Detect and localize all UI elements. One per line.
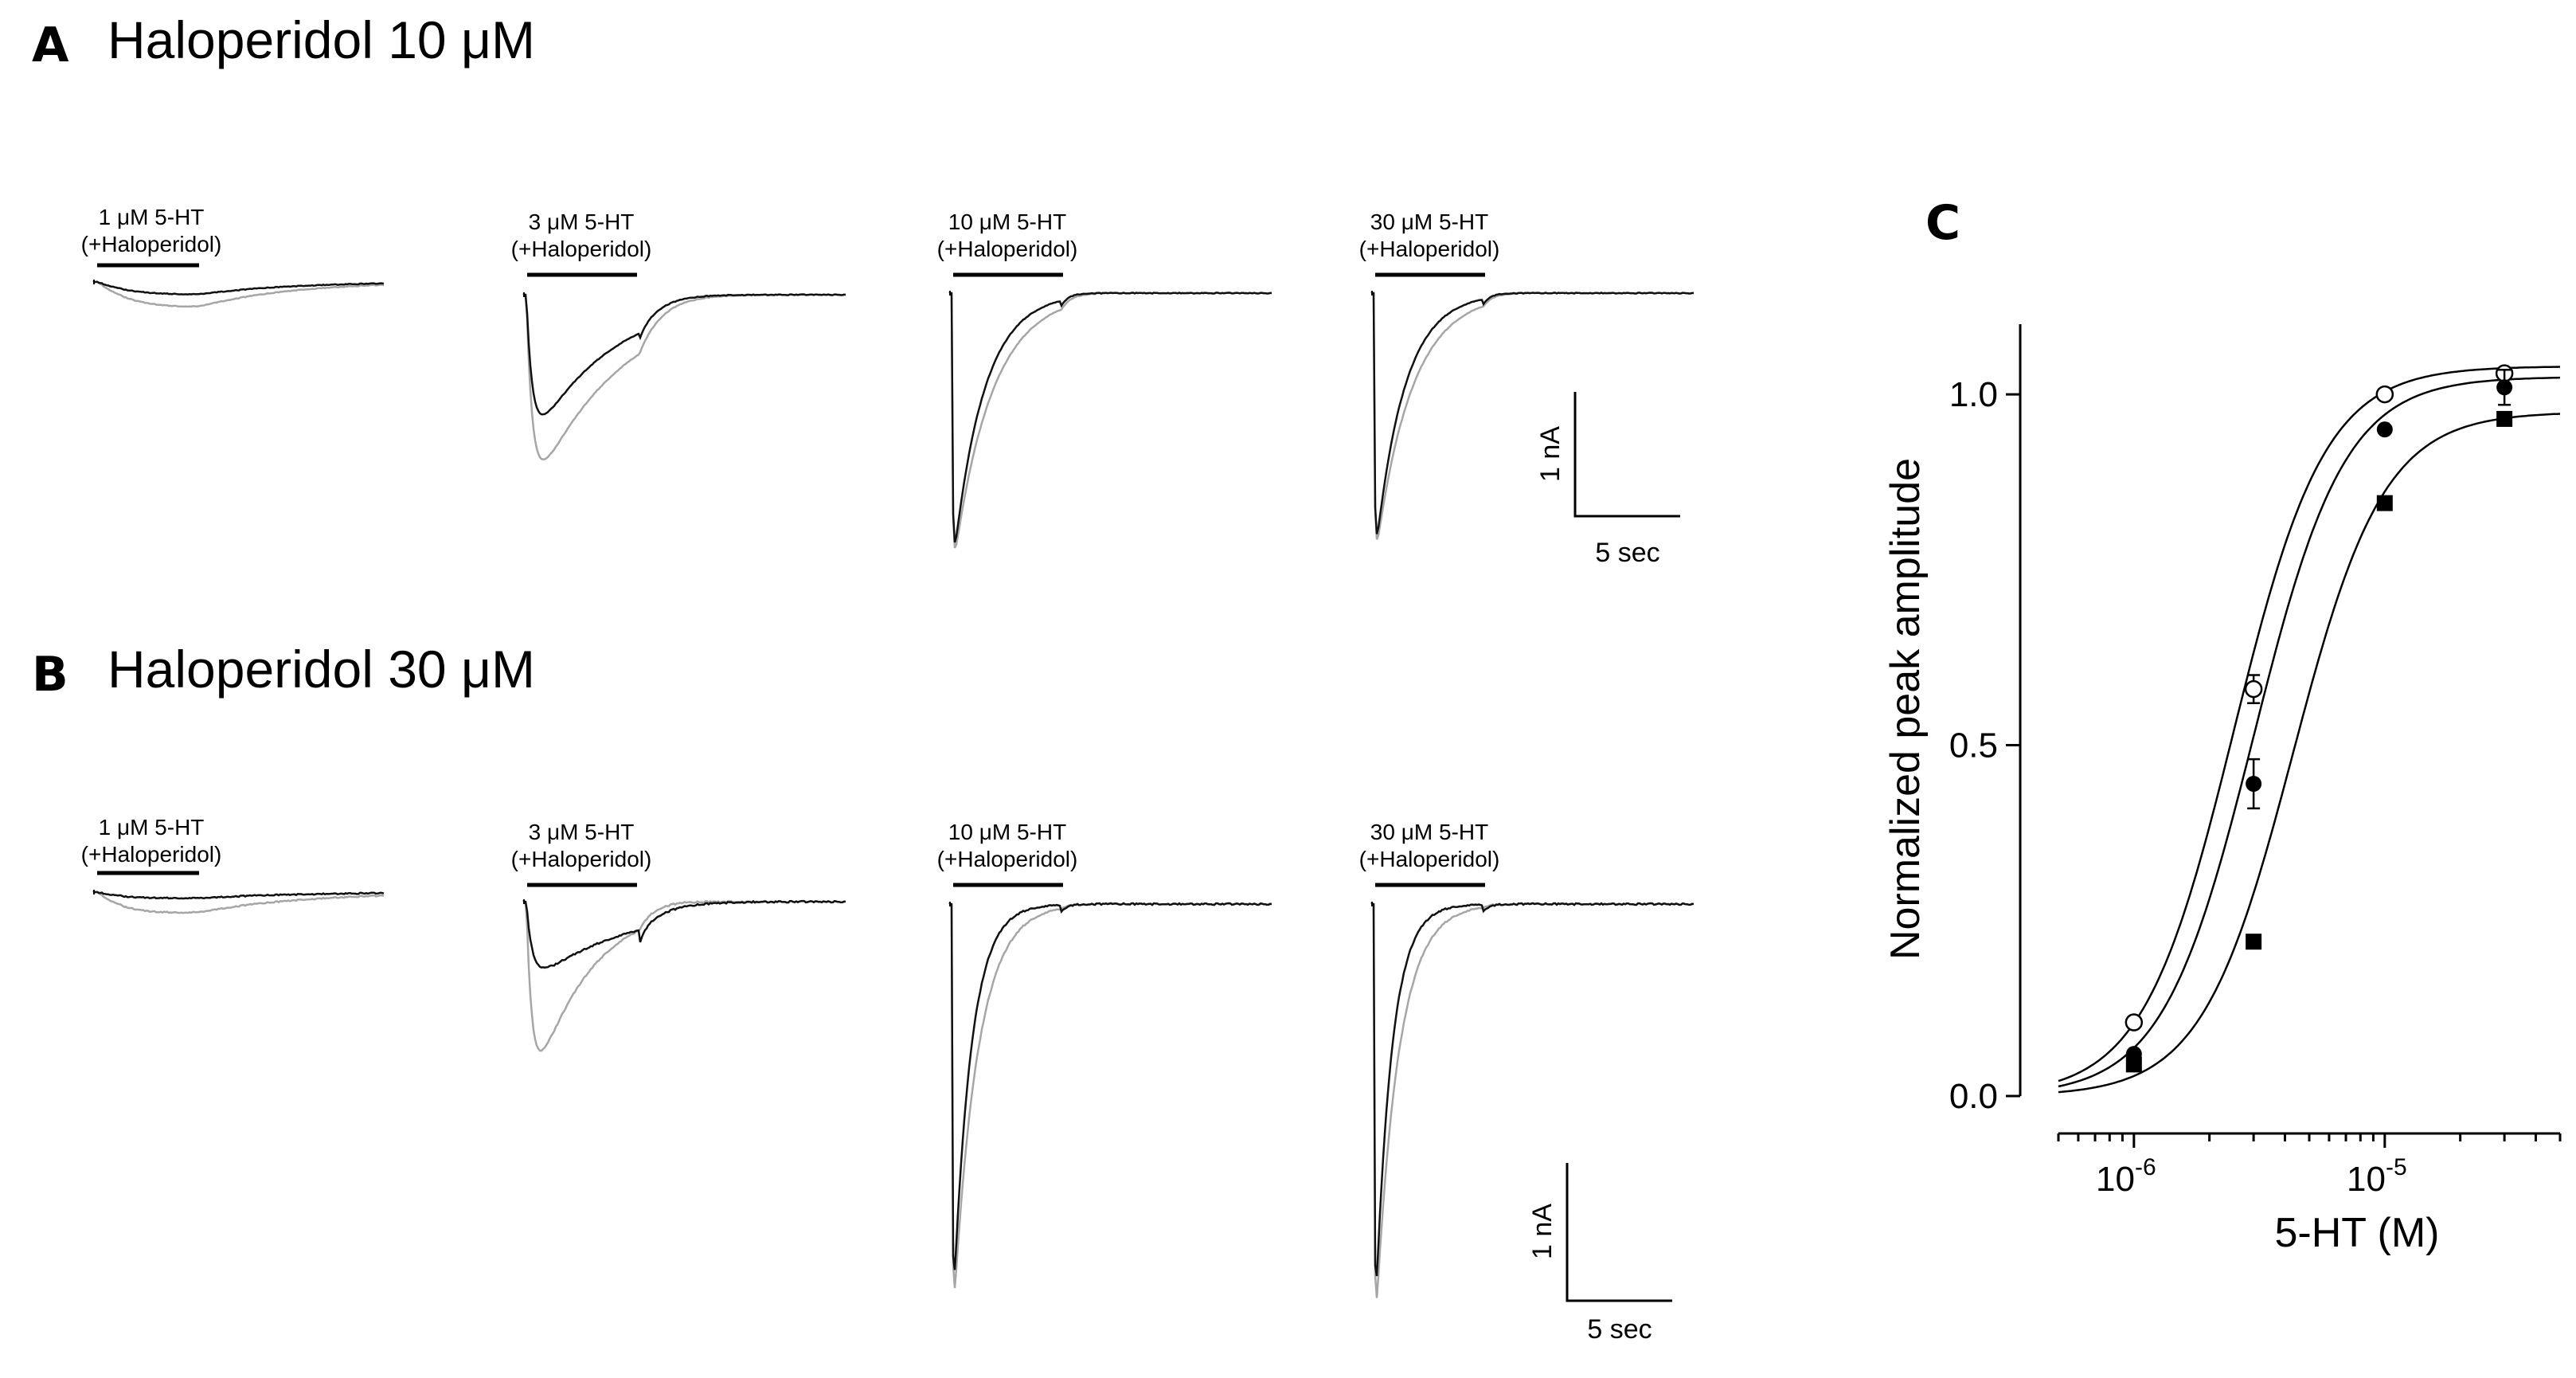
trace-a4 [1370, 272, 1694, 540]
scale-bar-a: 1 nA 5 sec [1535, 392, 1680, 568]
trace-a2-control-trace [522, 293, 846, 460]
trace-b1-control-trace [92, 890, 385, 914]
trace-a1 [92, 263, 385, 308]
data-point-square [2496, 410, 2513, 427]
scale-bar-b: 1 nA 5 sec [1527, 1163, 1672, 1345]
x-tick-mantissa: 10 [2347, 1160, 2386, 1199]
trace-a2-haloperidol-trace [522, 293, 846, 416]
panel-b-title: Haloperidol 30 μM [107, 640, 535, 699]
trace-label-a2-line2: (+Haloperidol) [511, 237, 652, 261]
scale-bar-a-lines [1573, 392, 1680, 518]
trace-label-a1-line1: 1 μM 5-HT [99, 205, 205, 229]
trace-b1 [92, 871, 385, 914]
trace-b3-control-trace [948, 902, 1272, 1289]
trace-b3 [948, 883, 1272, 1289]
trace-label-a3-line1: 10 μM 5-HT [948, 209, 1066, 234]
scale-bar-b-time: 5 sec [1587, 1314, 1652, 1345]
scale-bar-b-lines [1566, 1163, 1672, 1302]
trace-b2-control-trace [522, 899, 846, 1052]
trace-label-b2-line2: (+Haloperidol) [511, 847, 652, 871]
trace-label-a1-line2: (+Haloperidol) [81, 232, 222, 256]
fit-curve-filled-circle [2058, 376, 2561, 1088]
panel-a-traces [92, 263, 1694, 549]
trace-b2-haloperidol-trace [522, 899, 846, 969]
scale-bar-a-current: 1 nA [1535, 426, 1566, 482]
x-axis-title: 5-HT (M) [2274, 1210, 2439, 1256]
trace-b4 [1370, 883, 1695, 1298]
panel-c-letter: C [1925, 195, 1960, 251]
panel-b: B Haloperidol 30 μM 1 μM 5-HT (+Haloperi… [32, 640, 1695, 1345]
data-point-square [2125, 1056, 2142, 1073]
data-point-filled-circle [2376, 421, 2393, 438]
trace-label-a3-line2: (+Haloperidol) [937, 237, 1078, 261]
panel-a-letter: A [32, 18, 69, 73]
data-point-open-circle [2375, 385, 2394, 404]
panel-b-traces [92, 871, 1695, 1298]
trace-label-b1-line2: (+Haloperidol) [81, 842, 222, 867]
trace-a4-control-trace [1370, 292, 1694, 540]
trace-a1-haloperidol-trace [92, 280, 385, 296]
trace-label-a2-line1: 3 μM 5-HT [529, 209, 635, 234]
panel-c: C 10-6 10-50.00.51.05-HT (M)Normalized pe… [1882, 195, 2562, 1256]
trace-a3-control-trace [948, 292, 1272, 549]
scale-bar-b-current: 1 nA [1527, 1204, 1558, 1259]
trace-label-b4-line1: 30 μM 5-HT [1370, 820, 1488, 844]
trace-b4-haloperidol-trace [1370, 902, 1695, 1277]
trace-a1-control-trace [92, 280, 385, 308]
panel-a-title: Haloperidol 10 μM [107, 10, 535, 69]
data-point-filled-circle [2496, 379, 2513, 396]
trace-label-b1-line1: 1 μM 5-HT [99, 815, 205, 840]
trace-label-a4-line1: 30 μM 5-HT [1370, 209, 1488, 234]
x-tick-label: 10-6 [2096, 1154, 2156, 1199]
fit-curve-filled-square [2058, 413, 2561, 1094]
data-point-square [2376, 495, 2393, 511]
trace-b2 [522, 883, 846, 1052]
data-point-open-circle [2125, 1013, 2144, 1032]
x-tick-exponent: -5 [2386, 1154, 2407, 1180]
x-tick-label: 10-5 [2347, 1154, 2407, 1199]
trace-label-b2-line1: 3 μM 5-HT [529, 820, 635, 844]
y-tick-label: 1.0 [1949, 375, 1998, 414]
panel-a: A Haloperidol 10 μM 1 μM 5-HT (+Haloperi… [32, 10, 1694, 568]
y-axis-title: Normalized peak amplitude [1882, 458, 1929, 960]
trace-a3-haloperidol-trace [948, 292, 1272, 543]
trace-b1-haloperidol-trace [92, 890, 385, 900]
y-tick-label: 0.0 [1949, 1077, 1998, 1116]
scale-bar-a-time: 5 sec [1595, 538, 1659, 568]
x-tick-mantissa: 10 [2096, 1160, 2135, 1199]
data-point-square [2246, 934, 2262, 950]
trace-a2 [522, 272, 846, 460]
data-point-open-circle [2244, 679, 2263, 699]
data-point-filled-circle [2246, 775, 2262, 792]
fit-curve-open-circle [2058, 366, 2561, 1082]
x-tick-exponent: -6 [2135, 1154, 2156, 1180]
y-tick-label: 0.5 [1949, 726, 1998, 765]
trace-a4-haloperidol-trace [1370, 292, 1694, 534]
panel-b-letter: B [32, 647, 68, 703]
trace-label-b3-line2: (+Haloperidol) [937, 847, 1078, 871]
dose-response-chart: 10-6 10-50.00.51.05-HT (M)Normalized peak… [1882, 324, 2562, 1256]
trace-a3 [948, 272, 1272, 549]
trace-label-a4-line2: (+Haloperidol) [1359, 237, 1500, 261]
trace-label-b3-line1: 10 μM 5-HT [948, 820, 1066, 844]
trace-b3-haloperidol-trace [948, 902, 1272, 1270]
trace-label-b4-line2: (+Haloperidol) [1359, 847, 1500, 871]
